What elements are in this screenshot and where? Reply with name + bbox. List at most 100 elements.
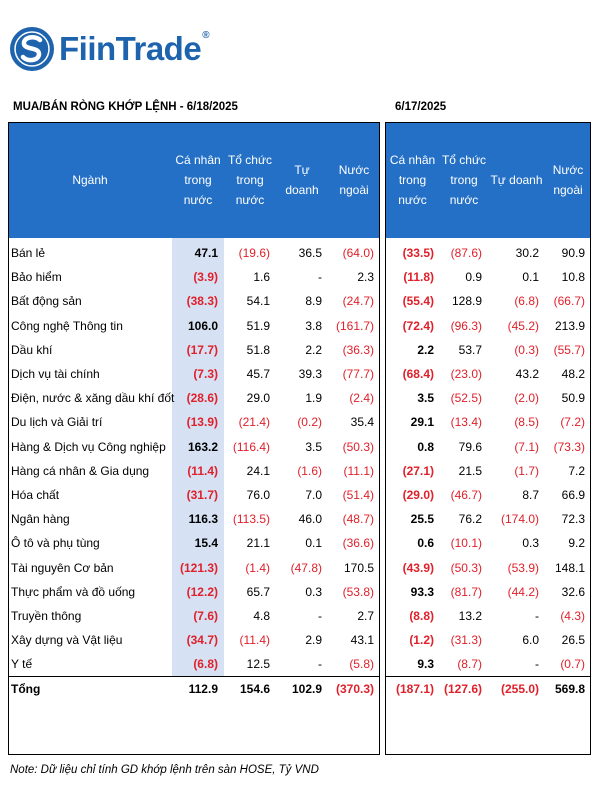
table-row: Điện, nước & xăng dầu khí đốt (28.6) 29.0 1…	[8, 386, 380, 411]
foreign-value: 26.5	[561, 633, 585, 648]
individual-value: 0.8	[417, 439, 434, 454]
proprietary-value: (1.7)	[514, 463, 539, 478]
table-row: (1.2) (31.3) 6.0 26.5	[385, 628, 591, 652]
foreign-value: 43.1	[350, 633, 374, 648]
sector-name: Bảo hiểm	[11, 270, 62, 285]
individual-value: (29.0)	[402, 487, 434, 502]
proprietary-value: (1.6)	[297, 463, 322, 478]
institution-value: (11.4)	[239, 633, 270, 648]
proprietary-value: 7.0	[305, 487, 322, 502]
table-row: Thực phẩm và đồ uống (12.2) 65.7 0.3 (53.8)	[8, 579, 380, 604]
table-row: (55.4) 128.9 (6.8) (66.7)	[385, 289, 591, 313]
individual-value: (27.1)	[402, 463, 434, 478]
proprietary-value: 0.3	[305, 584, 322, 599]
table-row: 0.8 79.6 (7.1) (73.3)	[385, 435, 591, 459]
total-row: (187.1) (127.6) (255.0) 569.8	[385, 676, 591, 701]
left-table-title: MUA/BÁN RÒNG KHỚP LỆNH - 6/18/2025	[13, 101, 238, 113]
header-institution: Tổ chức trong nước	[440, 122, 488, 238]
foreign-value: (50.3)	[342, 439, 374, 454]
institution-value: 154.6	[224, 676, 276, 701]
proprietary-value: 8.7	[522, 487, 539, 502]
table-row: (11.8) 0.9 0.1 10.8	[385, 265, 591, 289]
proprietary-value: 8.9	[305, 294, 322, 309]
institution-value: (8.7)	[457, 657, 482, 672]
sector-name: Tài nguyên Cơ bản	[11, 560, 114, 575]
table-row: Ô tô và phụ tùng 15.4 21.1 0.1 (36.6)	[8, 531, 380, 556]
table-header-row: Cá nhân trong nước Tổ chức trong nước Tự…	[385, 122, 591, 238]
institution-value: 54.1	[246, 294, 270, 309]
proprietary-value: 0.3	[522, 536, 539, 551]
table-row: (8.8) 13.2 - (4.3)	[385, 604, 591, 628]
institution-value: 12.5	[246, 657, 270, 672]
individual-value: (31.7)	[172, 482, 224, 508]
sector-name: Thực phẩm và đồ uống	[11, 584, 136, 599]
institution-value: (13.4)	[450, 415, 482, 430]
sector-name: Ngân hàng	[11, 512, 70, 527]
institution-value: (52.5)	[450, 391, 482, 406]
individual-value: 0.6	[417, 536, 434, 551]
individual-value: (33.5)	[402, 246, 434, 261]
individual-value: 47.1	[172, 238, 224, 266]
table-row: Hàng & Dịch vụ Công nghiệp 163.2 (116.4) 3.…	[8, 434, 380, 459]
table-row: Dầu khí (17.7) 51.8 2.2 (36.3)	[8, 337, 380, 362]
individual-value: 25.5	[410, 512, 434, 527]
foreign-value: (48.7)	[342, 512, 374, 527]
sector-name: Bán lẻ	[11, 246, 46, 261]
foreign-value: (73.3)	[553, 439, 585, 454]
institution-value: 4.8	[253, 608, 270, 623]
table-row: (27.1) 21.5 (1.7) 7.2	[385, 459, 591, 483]
individual-value: (17.7)	[172, 337, 224, 362]
foreign-value: 32.6	[561, 584, 585, 599]
proprietary-value: 3.5	[305, 439, 322, 454]
proprietary-value: 43.2	[515, 367, 539, 382]
proprietary-value: 0.1	[305, 536, 322, 551]
sector-name: Hàng cá nhân & Gia dụng	[11, 463, 150, 478]
foreign-value: 72.3	[561, 512, 585, 527]
table-row: Y tế (6.8) 12.5 - (5.8)	[8, 652, 380, 677]
institution-value: (50.3)	[450, 560, 482, 575]
table-row: 9.3 (8.7) - (0.7)	[385, 652, 591, 677]
individual-value: (68.4)	[402, 367, 434, 382]
proprietary-value: 39.3	[298, 367, 322, 382]
individual-value: (43.9)	[402, 560, 434, 575]
institution-value: 13.2	[458, 608, 482, 623]
individual-value: (1.2)	[409, 633, 434, 648]
foreign-value: 48.2	[561, 367, 585, 382]
foreign-value: (77.7)	[342, 367, 374, 382]
foreign-value: 66.9	[561, 487, 585, 502]
table-row: Bán lẻ 47.1 (19.6) 36.5 (64.0)	[8, 238, 380, 266]
institution-value: (116.4)	[232, 439, 270, 454]
table-row: Hóa chất (31.7) 76.0 7.0 (51.4)	[8, 482, 380, 508]
table-row: (43.9) (50.3) (53.9) 148.1	[385, 555, 591, 579]
individual-value: (55.4)	[402, 294, 434, 309]
table-row: Tài nguyên Cơ bản (121.3) (1.4) (47.8) 170.5	[8, 555, 380, 580]
proprietary-value: 6.0	[522, 633, 539, 648]
individual-value: (13.9)	[172, 410, 224, 435]
header-individual: Cá nhân trong nước	[172, 122, 224, 238]
header-foreign: Nước ngoài	[545, 122, 591, 238]
individual-value: (7.6)	[172, 603, 224, 628]
proprietary-value: (0.2)	[297, 415, 322, 430]
individual-value: 106.0	[172, 313, 224, 338]
sector-name: Dầu khí	[11, 342, 53, 357]
institution-value: 76.2	[458, 512, 482, 527]
footnote: Note: Dữ liệu chỉ tính GD khớp lệnh trên…	[10, 764, 319, 776]
registered-mark: ®	[202, 30, 210, 41]
individual-value: 29.1	[410, 415, 434, 430]
foreign-value: 148.1	[554, 560, 585, 575]
foreign-value: (24.7)	[342, 294, 374, 309]
sector-name: Công nghệ Thông tin	[11, 318, 123, 333]
foreign-value: (66.7)	[553, 294, 585, 309]
proprietary-value: -	[535, 657, 539, 672]
foreign-value: 50.9	[561, 391, 585, 406]
institution-value: (96.3)	[450, 318, 482, 333]
foreign-value: (370.3)	[328, 676, 380, 701]
proprietary-value: 2.9	[305, 633, 322, 648]
foreign-value: (4.3)	[560, 608, 585, 623]
fiintrade-logo: FiinTrade®	[9, 24, 210, 74]
institution-value: 79.6	[458, 439, 482, 454]
individual-value: (72.4)	[402, 318, 434, 333]
institution-value: 21.1	[246, 536, 270, 551]
institution-value: (19.6)	[238, 246, 270, 261]
institution-value: 51.8	[246, 342, 270, 357]
